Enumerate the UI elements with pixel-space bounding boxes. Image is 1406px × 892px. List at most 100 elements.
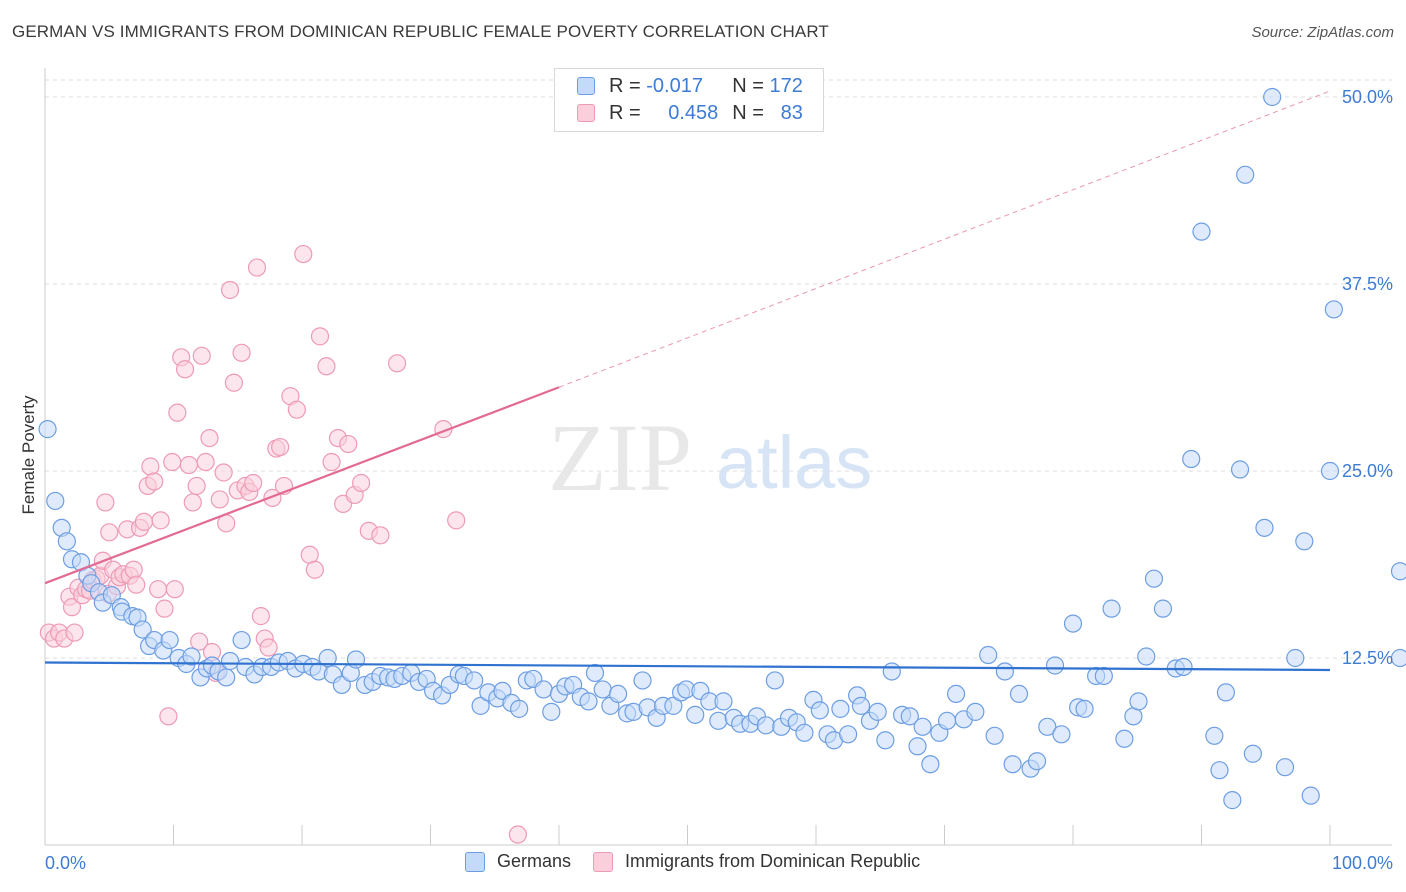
dominican-point — [224, 373, 243, 392]
dominican-point — [65, 623, 84, 642]
legend-r-label: R = — [609, 74, 641, 97]
german-point — [1153, 599, 1173, 618]
dominican-point — [287, 400, 306, 419]
dominican-point — [124, 560, 143, 579]
german-point — [1045, 656, 1065, 675]
legend-item-dominican[interactable]: Immigrants from Dominican Republic — [593, 851, 920, 872]
dominican-point — [310, 327, 330, 346]
dominican-point — [155, 599, 174, 618]
german-point — [46, 491, 65, 511]
correlation-legend: R = -0.017 N = 172 R = 0.458 N = 83 — [554, 68, 824, 132]
dominican-point — [220, 280, 240, 300]
dominican-point — [168, 403, 187, 422]
german-point — [1216, 683, 1236, 702]
legend-n-label: N = — [732, 74, 764, 97]
german-point — [1295, 532, 1314, 551]
german-point — [38, 420, 57, 439]
german-point — [318, 648, 337, 668]
german-point — [579, 692, 598, 711]
dominican-point — [352, 473, 371, 493]
dominican-point — [179, 455, 199, 475]
dominican-point — [259, 638, 278, 657]
grid-lines — [45, 79, 1392, 659]
german-point — [1236, 165, 1255, 184]
german-point — [966, 702, 985, 721]
dominican-point — [339, 434, 358, 454]
german-point — [1390, 648, 1406, 668]
dominican-point — [371, 526, 390, 545]
german-point — [534, 680, 553, 699]
german-point — [921, 755, 940, 774]
dominican-point — [244, 473, 263, 493]
dominican-point — [200, 428, 219, 448]
legend-label-dominican: Immigrants from Dominican Republic — [625, 851, 921, 871]
german-point — [1243, 744, 1263, 763]
german-point — [232, 630, 251, 650]
german-point — [542, 702, 561, 721]
dominican-point — [387, 354, 407, 373]
dominican-point — [271, 437, 290, 457]
german-point — [868, 702, 887, 721]
legend-n-label: N = — [732, 101, 764, 124]
dominican-point — [163, 452, 182, 472]
dominican-point — [447, 511, 466, 530]
dominican-point — [145, 472, 164, 491]
german-point — [913, 717, 932, 736]
legend-swatch-blue — [577, 77, 595, 95]
legend-n-value: 83 — [780, 101, 803, 124]
german-point — [756, 716, 775, 735]
german-point — [831, 699, 850, 718]
german-point — [985, 726, 1004, 745]
legend-n-value: 172 — [769, 74, 803, 97]
german-point — [765, 671, 784, 690]
dominican-point — [210, 490, 229, 509]
dominican-point — [317, 357, 336, 376]
german-point — [465, 671, 484, 690]
source-label: Source: ZipAtlas.com — [1251, 24, 1394, 41]
y-tick-label: 50.0% — [1342, 87, 1393, 107]
german-point — [217, 668, 236, 687]
dominican-point — [196, 452, 215, 472]
axes — [44, 68, 1392, 846]
german-point — [1255, 518, 1274, 537]
watermark-atlas: atlas — [716, 421, 872, 504]
dominican-point — [159, 707, 178, 726]
dominican-point — [263, 488, 282, 508]
dominican-point — [190, 632, 209, 651]
german-point — [1182, 449, 1201, 469]
german-point — [851, 696, 871, 715]
german-point — [57, 532, 76, 551]
german-point — [1210, 761, 1229, 780]
german-point — [714, 692, 733, 711]
dominican-point — [175, 360, 195, 379]
dominican-trend-line — [44, 386, 560, 585]
german-point — [979, 645, 998, 665]
y-tick-label: 37.5% — [1342, 274, 1393, 294]
german-point — [1129, 692, 1148, 711]
german-point — [876, 731, 895, 750]
german-point — [1075, 699, 1094, 718]
german-point — [1324, 300, 1343, 319]
german-point — [471, 696, 490, 715]
legend-item-germans[interactable]: Germans — [465, 851, 571, 872]
chart-title: GERMAN VS IMMIGRANTS FROM DOMINICAN REPU… — [12, 22, 829, 41]
german-point — [795, 723, 814, 742]
dominican-point — [247, 258, 267, 277]
legend-swatch-pink — [593, 851, 614, 872]
german-point — [609, 684, 628, 704]
legend-r-value: 0.458 — [668, 101, 719, 124]
german-point — [1052, 725, 1071, 744]
dominican-point — [183, 493, 202, 512]
x-tick-label: 0.0% — [45, 853, 86, 873]
german-point — [593, 680, 612, 699]
german-point — [1144, 569, 1164, 588]
german-point — [633, 671, 652, 690]
watermark-zip: ZIP — [548, 404, 692, 511]
german-point — [1390, 562, 1406, 581]
german-point — [1063, 614, 1083, 633]
y-axis-label: Female Poverty — [19, 395, 38, 515]
legend-swatch-blue — [465, 851, 485, 872]
dominican-point — [165, 580, 184, 599]
dominican-point — [134, 512, 154, 531]
